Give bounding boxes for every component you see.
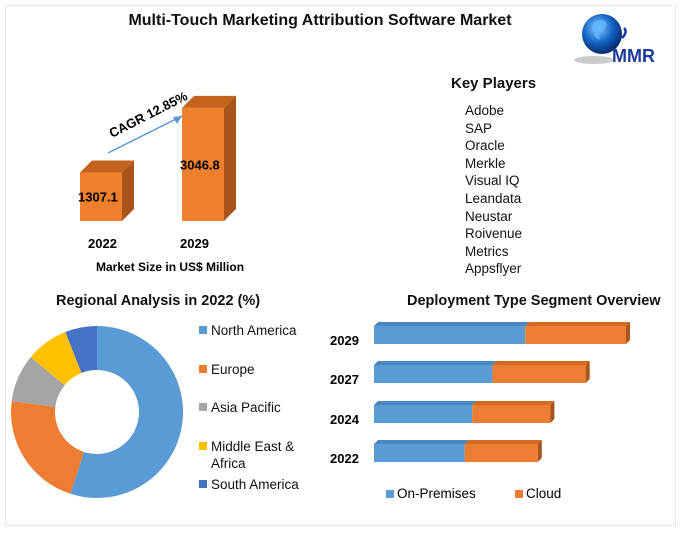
legend-item-asia-pacific: Asia Pacific [199,399,281,416]
bar [80,172,122,221]
bar-on-premises-2027 [374,365,493,383]
legend-swatch-cloud [515,490,523,498]
bar-top-face [492,361,590,365]
key-player-item: Neustar [465,208,513,224]
legend-label: South America [211,477,299,492]
legend-item-south-america: South America [199,476,299,493]
cagr-arrow [107,115,183,154]
key-player-item: Metrics [465,243,509,259]
bar-end-face [585,361,590,383]
donut-slice-north-america [70,326,183,498]
bar-top [182,95,236,108]
legend-label-cloud: Cloud [526,486,561,501]
legend-label: Europe [211,362,255,377]
legend-label: Asia Pacific [211,400,281,415]
bar-on-premises-2024 [374,405,473,423]
donut-slice-asia-pacific [11,357,65,407]
logo-swoosh [574,56,614,64]
cagr-arrowhead [173,116,182,124]
bar-side [224,95,236,221]
key-player-item: SAP [465,120,493,136]
key-player-item: Appsflyer [465,261,522,277]
x-axis-label: Market Size in US$ Million [96,260,244,274]
bar-top-face [472,401,555,405]
mmr-logo: MMR [572,10,672,70]
legend-item-north-america: North America [199,322,297,339]
donut-slice-south-america [65,326,97,373]
regional-chart-title: Regional Analysis in 2022 (%) [56,293,261,309]
bar-cloud-2024 [472,405,551,423]
bar-end-face [537,440,542,462]
bar-end-face [550,401,555,423]
bar-on-premises-2022 [374,444,465,462]
y-tick-label: 2029 [330,333,359,348]
legend-swatch [199,326,207,334]
bar-top-face [374,322,530,326]
bar-on-premises-2029 [374,326,526,344]
legend-swatch [199,365,207,373]
legend-item-europe: Europe [199,361,255,378]
donut-slice-middle-east-africa [30,332,82,386]
page-title: Multi-Touch Marketing Attribution Softwa… [128,12,512,29]
logo-text: MMR [612,46,655,66]
infographic-frame [5,5,676,526]
bar-top-face [525,322,630,326]
bar-cloud-2029 [525,326,626,344]
legend-label: Middle East & [211,439,295,454]
y-tick-label: 2024 [330,412,360,427]
legend-label: North America [211,323,297,338]
legend-swatch [199,442,207,450]
key-players-list: Adobe SAP Oracle Merkle Visual IQ Leanda… [465,102,522,278]
bar-top-face [374,401,477,405]
legend-swatch-on-premises [386,490,394,498]
bar-top-face [374,361,497,365]
legend-item-middle-east-africa: Middle East & Africa [199,438,294,472]
legend-label: Africa [211,456,246,471]
x-tick-label: 2022 [88,236,117,251]
deployment-bar-chart: 2029 2027 2024 2022 On-Premises Cloud [330,322,630,501]
bar-top [80,160,134,173]
data-label: 1307.1 [78,190,118,205]
deployment-chart-title: Deployment Type Segment Overview [407,293,661,309]
bar [182,107,224,221]
data-label: 3046.8 [180,157,220,172]
bar-cloud-2027 [492,365,586,383]
y-tick-label: 2027 [330,372,359,387]
bar-cloud-2022 [464,444,538,462]
key-player-item: Merkle [465,155,506,171]
regional-donut-chart [10,326,183,498]
legend-label-on-premises: On-Premises [397,486,476,501]
bar-top-face [464,440,542,444]
key-player-item: Oracle [465,138,505,154]
bar-end-face [626,322,630,344]
bar-top-face [374,440,469,444]
key-player-item: Visual IQ [465,173,520,189]
key-player-item: Leandata [465,190,522,206]
x-tick-label: 2029 [180,236,209,251]
bar-side [122,160,134,221]
donut-slice-europe [10,401,85,494]
y-tick-label: 2022 [330,451,359,466]
key-player-item: Roivenue [465,226,523,242]
legend-swatch [199,480,207,488]
globe-icon [582,14,622,54]
key-player-item: Adobe [465,103,505,118]
key-players-title: Key Players [451,75,537,92]
legend-swatch [199,403,207,411]
